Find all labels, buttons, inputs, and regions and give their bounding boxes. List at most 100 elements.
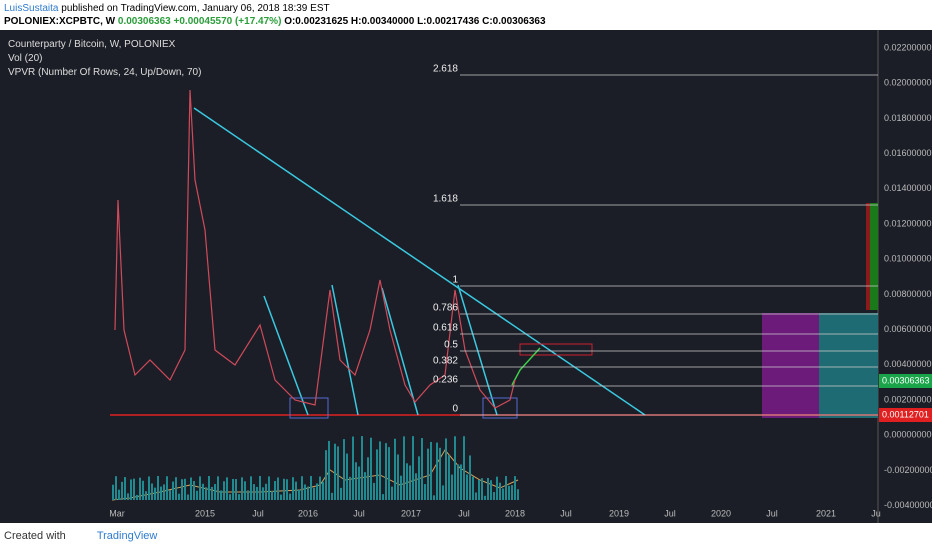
volume-bar <box>211 486 213 500</box>
volume-bar <box>115 476 117 500</box>
volume-bar <box>397 454 399 500</box>
time-label: 2015 <box>195 508 215 518</box>
time-label: 2021 <box>816 508 836 518</box>
volume-bar <box>457 464 459 500</box>
volume-bar <box>334 443 336 500</box>
symbol: POLONIEX:XCPBTC, W <box>4 16 116 27</box>
volume-bar <box>277 477 279 500</box>
box <box>482 397 518 419</box>
volume-bar <box>223 481 225 500</box>
volume-bar <box>112 484 114 500</box>
volume-bar <box>262 487 264 500</box>
volume-bar <box>268 476 270 500</box>
volume-bar <box>379 441 381 500</box>
volume-bar <box>226 477 228 500</box>
fib-label: 0.786 <box>433 303 458 314</box>
volume-bar <box>127 493 129 500</box>
volume-bar <box>493 492 495 500</box>
zone-teal <box>819 313 878 418</box>
volume-bar <box>421 438 423 500</box>
volume-bar <box>358 466 360 500</box>
volume-bar <box>181 479 183 500</box>
brand[interactable]: TradingView <box>96 530 158 542</box>
legend-vpvr: VPVR (Number Of Rows, 24, Up/Down, 70) <box>8 67 202 78</box>
volume-bar <box>391 486 393 500</box>
volume-bar <box>196 490 198 500</box>
price-tag <box>879 408 932 422</box>
chart: 2.618 1.618 1 0.786 0.618 0.5 0.382 0.236 0 0.02… <box>0 30 932 523</box>
time-label: 2017 <box>401 508 421 518</box>
volume-bar <box>142 480 144 500</box>
last: 0.00306363 <box>117 16 171 27</box>
volume-bar <box>145 491 147 500</box>
volume-bar <box>487 478 489 500</box>
time-label: Jul <box>458 508 470 518</box>
vp-bar <box>866 203 870 310</box>
volume-bar <box>469 455 471 500</box>
volume-bar <box>436 442 438 500</box>
trend-line <box>331 284 359 416</box>
author[interactable]: LuisSustaita <box>4 3 59 14</box>
price-tag <box>879 374 932 388</box>
volume-bar <box>505 476 507 500</box>
volume-bar <box>307 486 309 500</box>
volume-bar <box>490 480 492 500</box>
volume-bar <box>478 479 480 500</box>
fib-label: 0.5 <box>444 340 458 351</box>
volume-bar <box>484 495 486 500</box>
time-label: 2016 <box>298 508 318 518</box>
volume-bar <box>454 436 456 500</box>
volume-bar <box>442 485 444 500</box>
volume-bar <box>325 450 327 500</box>
volume-bar <box>172 481 174 500</box>
price-label: 0.01800000 <box>884 113 932 123</box>
volume-bar <box>352 436 354 500</box>
time-label: Ju <box>871 508 881 518</box>
time-label: Mar <box>109 508 125 518</box>
volume-bar <box>166 476 168 500</box>
volume-bar <box>256 486 258 500</box>
fib-label: 0.236 <box>433 375 458 386</box>
volume-bar <box>283 478 285 500</box>
trend-line <box>381 287 419 416</box>
volume-bar <box>253 484 255 500</box>
volume-bar <box>313 487 315 500</box>
volume-bar <box>388 447 390 500</box>
volume-bar <box>214 484 216 500</box>
volume-bar <box>310 476 312 500</box>
time-label: 2019 <box>609 508 629 518</box>
fib-label: 0 <box>452 404 458 415</box>
volume-bar <box>394 438 396 500</box>
volume-bar <box>349 476 351 500</box>
volume-bar <box>304 484 306 500</box>
price-label: 0.00600000 <box>884 324 932 334</box>
volume-bar <box>280 494 282 500</box>
vp-bar <box>870 203 878 310</box>
box <box>289 397 329 419</box>
legend-main: Counterparty / Bitcoin, W, POLONIEX <box>8 39 176 50</box>
volume-bar <box>199 476 201 500</box>
volume-bar <box>445 438 447 500</box>
volume-bar <box>217 476 219 500</box>
fib-label: 0.618 <box>433 323 458 334</box>
volume-bar <box>448 455 450 500</box>
volume-bar <box>460 464 462 500</box>
volume-bar <box>187 494 189 500</box>
volume-bar <box>322 481 324 500</box>
volume-bar <box>343 439 345 500</box>
axis-bg <box>878 30 932 523</box>
volume-bar <box>418 456 420 500</box>
fib-label: 1.618 <box>433 194 458 205</box>
volume-bar <box>409 465 411 500</box>
price-label: 0.00400000 <box>884 359 932 369</box>
volume-bar <box>481 478 483 500</box>
volume-bar <box>475 492 477 500</box>
time-label: 2020 <box>711 508 731 518</box>
volume-bar <box>289 493 291 500</box>
volume-bar <box>430 441 432 500</box>
volume-bar <box>361 436 363 500</box>
volume-bar <box>328 440 330 500</box>
volume-bar <box>346 453 348 500</box>
volume-bar <box>235 479 237 500</box>
